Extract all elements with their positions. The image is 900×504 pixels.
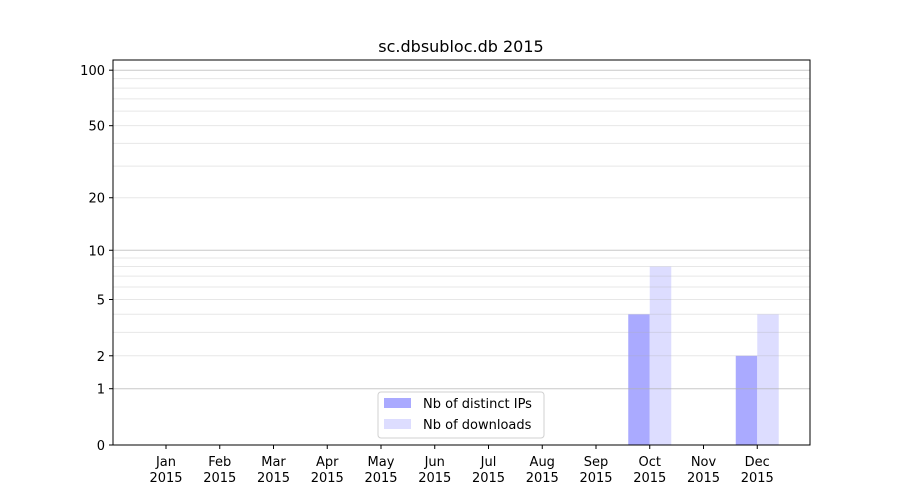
x-tick-label: Jan 2015: [149, 455, 182, 486]
y-tick-label: 100: [80, 64, 105, 79]
x-tick-label: Apr 2015: [311, 455, 344, 486]
y-tick-label: 1: [97, 383, 105, 398]
plot-frame: [112, 59, 811, 446]
legend-swatch: [384, 419, 411, 429]
x-tick-label: Oct 2015: [633, 455, 666, 486]
x-tick-label: Aug 2015: [526, 455, 559, 486]
y-tick-label: 50: [88, 120, 105, 135]
x-tick-label: Feb 2015: [203, 455, 236, 486]
legend-label: Nb of downloads: [423, 418, 532, 433]
bar-ips: [628, 314, 650, 445]
x-tick-label: Dec 2015: [741, 455, 774, 486]
y-tick-label: 0: [97, 439, 105, 454]
bar-downloads: [757, 314, 779, 445]
bar-ips: [735, 355, 758, 445]
y-tick-label: 2: [97, 350, 105, 365]
x-tick-label: Sep 2015: [579, 455, 612, 486]
legend-swatch: [384, 398, 411, 408]
bar-downloads: [649, 266, 672, 445]
y-tick-label: 5: [97, 293, 105, 308]
x-tick-label: May 2015: [364, 455, 397, 486]
legend-box: [377, 391, 545, 439]
y-tick-label: 10: [88, 244, 105, 259]
x-tick-label: Nov 2015: [687, 455, 720, 486]
legend-label: Nb of distinct IPs: [423, 397, 532, 412]
chart-title: sc.dbsubloc.db 2015: [378, 37, 543, 56]
x-tick-label: Mar 2015: [257, 455, 290, 486]
x-tick-label: Jun 2015: [418, 455, 451, 486]
y-tick-label: 20: [88, 192, 105, 207]
x-tick-label: Jul 2015: [472, 455, 505, 486]
